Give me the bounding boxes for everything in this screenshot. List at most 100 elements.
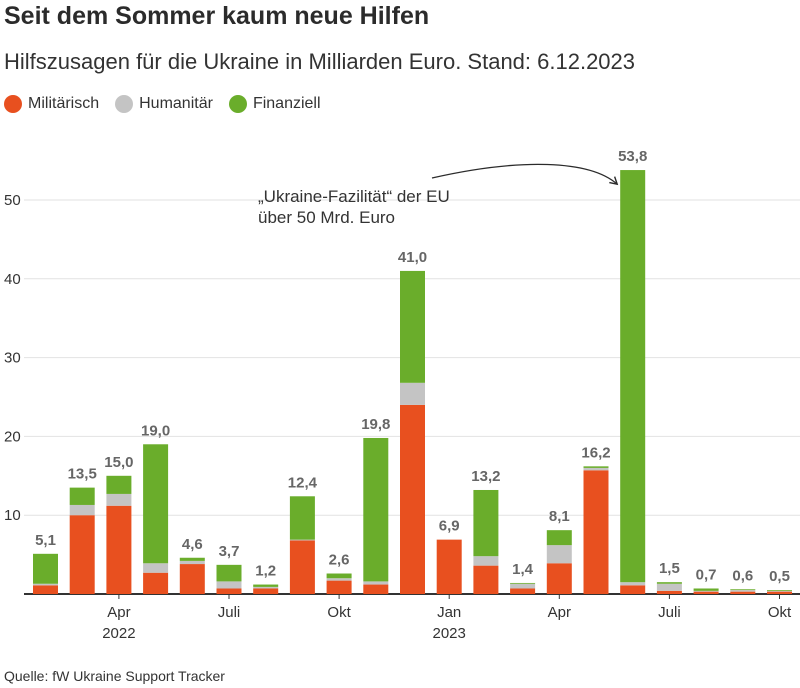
x-tick-label: Apr xyxy=(107,604,130,621)
bar-segment-militaerisch xyxy=(363,584,389,594)
chart-title: Seit dem Sommer kaum neue Hilfen xyxy=(4,2,430,30)
bar-segment-militaerisch xyxy=(620,585,646,594)
bar-segment-militaerisch xyxy=(730,591,756,594)
x-tick-year-label: 2022 xyxy=(102,625,135,642)
legend-item-humanitaer: Humanitär xyxy=(115,95,213,113)
x-tick-label: Okt xyxy=(768,604,792,621)
bar-total-label: 19,8 xyxy=(361,416,390,433)
bar-segment-humanitaer xyxy=(143,563,169,573)
bar-segment-finanziell xyxy=(179,557,205,561)
bars-layer xyxy=(33,170,792,594)
bar-segment-militaerisch xyxy=(473,565,499,594)
bar-segment-finanziell xyxy=(546,530,572,546)
bar-segment-militaerisch xyxy=(693,591,719,594)
bar-segment-humanitaer xyxy=(253,586,279,589)
bar-segment-finanziell xyxy=(106,475,132,494)
bar-segment-humanitaer xyxy=(33,583,58,586)
legend-item-militaerisch: Militärisch xyxy=(4,95,99,113)
y-tick-label: 30 xyxy=(4,350,21,367)
bar-segment-humanitaer xyxy=(400,382,425,405)
legend-item-finanziell: Finanziell xyxy=(228,95,321,113)
x-tick-label: Okt xyxy=(327,604,351,621)
bar-segment-humanitaer xyxy=(289,539,315,541)
bar-segment-finanziell xyxy=(767,590,792,591)
annotation-arrow xyxy=(431,163,619,186)
y-tick-label: 40 xyxy=(4,271,21,288)
bar-segment-humanitaer xyxy=(69,504,95,516)
bar-total-label: 0,5 xyxy=(769,568,790,585)
legend-swatch-humanitaer xyxy=(115,95,134,113)
bar-segment-militaerisch xyxy=(436,539,462,594)
bar-total-label: 13,5 xyxy=(68,466,97,483)
x-tick-label: Juli xyxy=(658,604,681,621)
bar-segment-militaerisch xyxy=(216,588,242,594)
bar-segment-humanitaer xyxy=(583,467,609,471)
legend: Militärisch Humanitär Finanziell xyxy=(4,95,337,113)
bar-segment-militaerisch xyxy=(253,588,279,594)
bar-segment-humanitaer xyxy=(326,578,352,581)
bar-segment-humanitaer xyxy=(730,590,756,592)
bar-segment-humanitaer xyxy=(546,545,572,564)
bar-segment-humanitaer xyxy=(473,556,499,566)
bar-segment-militaerisch xyxy=(33,585,58,594)
bar-total-label: 5,1 xyxy=(35,532,56,549)
bar-total-label: 4,6 xyxy=(182,536,203,553)
source-note: Quelle: fW Ukraine Support Tracker xyxy=(4,668,225,684)
bar-segment-finanziell xyxy=(289,496,315,540)
bar-segment-humanitaer xyxy=(693,590,719,592)
bar-total-label: 1,4 xyxy=(512,561,534,578)
bar-total-label: 16,2 xyxy=(581,444,610,461)
legend-swatch-militaerisch xyxy=(4,95,22,113)
bar-total-label: 0,6 xyxy=(732,567,753,584)
annotation-layer: „Ukraine-Fazilität“ der EU über 50 Mrd. E… xyxy=(258,163,619,227)
bar-segment-finanziell xyxy=(730,589,756,591)
bar-segment-finanziell xyxy=(33,553,58,584)
bar-segment-humanitaer xyxy=(216,581,242,589)
bar-segment-humanitaer xyxy=(363,581,389,585)
x-tick-year-label: 2023 xyxy=(433,625,466,642)
annotation-line-2: über 50 Mrd. Euro xyxy=(258,208,395,227)
bar-segment-finanziell xyxy=(656,582,682,584)
bar-segment-militaerisch xyxy=(510,588,536,594)
bar-segment-finanziell xyxy=(620,170,646,583)
bar-segment-militaerisch xyxy=(400,404,425,594)
bar-segment-finanziell xyxy=(253,584,279,587)
bar-segment-militaerisch xyxy=(326,580,352,594)
legend-swatch-finanziell xyxy=(228,95,247,113)
bar-segment-militaerisch xyxy=(143,572,169,594)
bar-segment-militaerisch xyxy=(69,515,95,594)
bar-segment-finanziell xyxy=(693,588,719,591)
bar-segment-humanitaer xyxy=(510,583,536,589)
labels-layer: 5,1 13,5 15,0 19,0 4,6 3,7 1,2 12,4 2,6 19,8 41,0 6… xyxy=(35,148,792,642)
legend-label-humanitaer: Humanitär xyxy=(139,95,213,112)
y-tick-label: 10 xyxy=(4,507,21,524)
chart-subtitle: Hilfszusagen für die Ukraine in Milliard… xyxy=(4,49,636,74)
bar-segment-humanitaer xyxy=(179,560,205,565)
bar-segment-militaerisch xyxy=(583,470,609,594)
bar-total-label: 13,2 xyxy=(471,468,500,485)
bar-segment-militaerisch xyxy=(289,540,315,594)
bar-segment-finanziell xyxy=(216,564,242,582)
bar-segment-finanziell xyxy=(69,487,95,505)
bar-total-label: 8,1 xyxy=(549,508,570,525)
bar-total-label: 1,5 xyxy=(659,560,680,577)
bar-segment-militaerisch xyxy=(656,590,682,594)
bar-total-label: 12,4 xyxy=(288,474,318,491)
bar-segment-finanziell xyxy=(473,489,499,557)
bar-segment-humanitaer xyxy=(767,590,792,592)
bar-segment-finanziell xyxy=(400,270,425,383)
bar-segment-finanziell xyxy=(363,437,389,582)
y-tick-label: 20 xyxy=(4,428,21,445)
bar-total-label: 15,0 xyxy=(104,454,133,471)
bar-total-label: 53,8 xyxy=(618,148,647,165)
bar-segment-finanziell xyxy=(143,444,169,564)
bar-segment-finanziell xyxy=(326,573,352,579)
legend-label-militaerisch: Militärisch xyxy=(28,95,100,112)
x-tick-label: Apr xyxy=(548,604,571,621)
bar-segment-finanziell xyxy=(510,582,536,584)
bar-segment-militaerisch xyxy=(106,505,132,594)
bar-total-label: 1,2 xyxy=(255,563,276,580)
bar-segment-militaerisch xyxy=(546,563,572,594)
bar-segment-militaerisch xyxy=(767,591,792,594)
